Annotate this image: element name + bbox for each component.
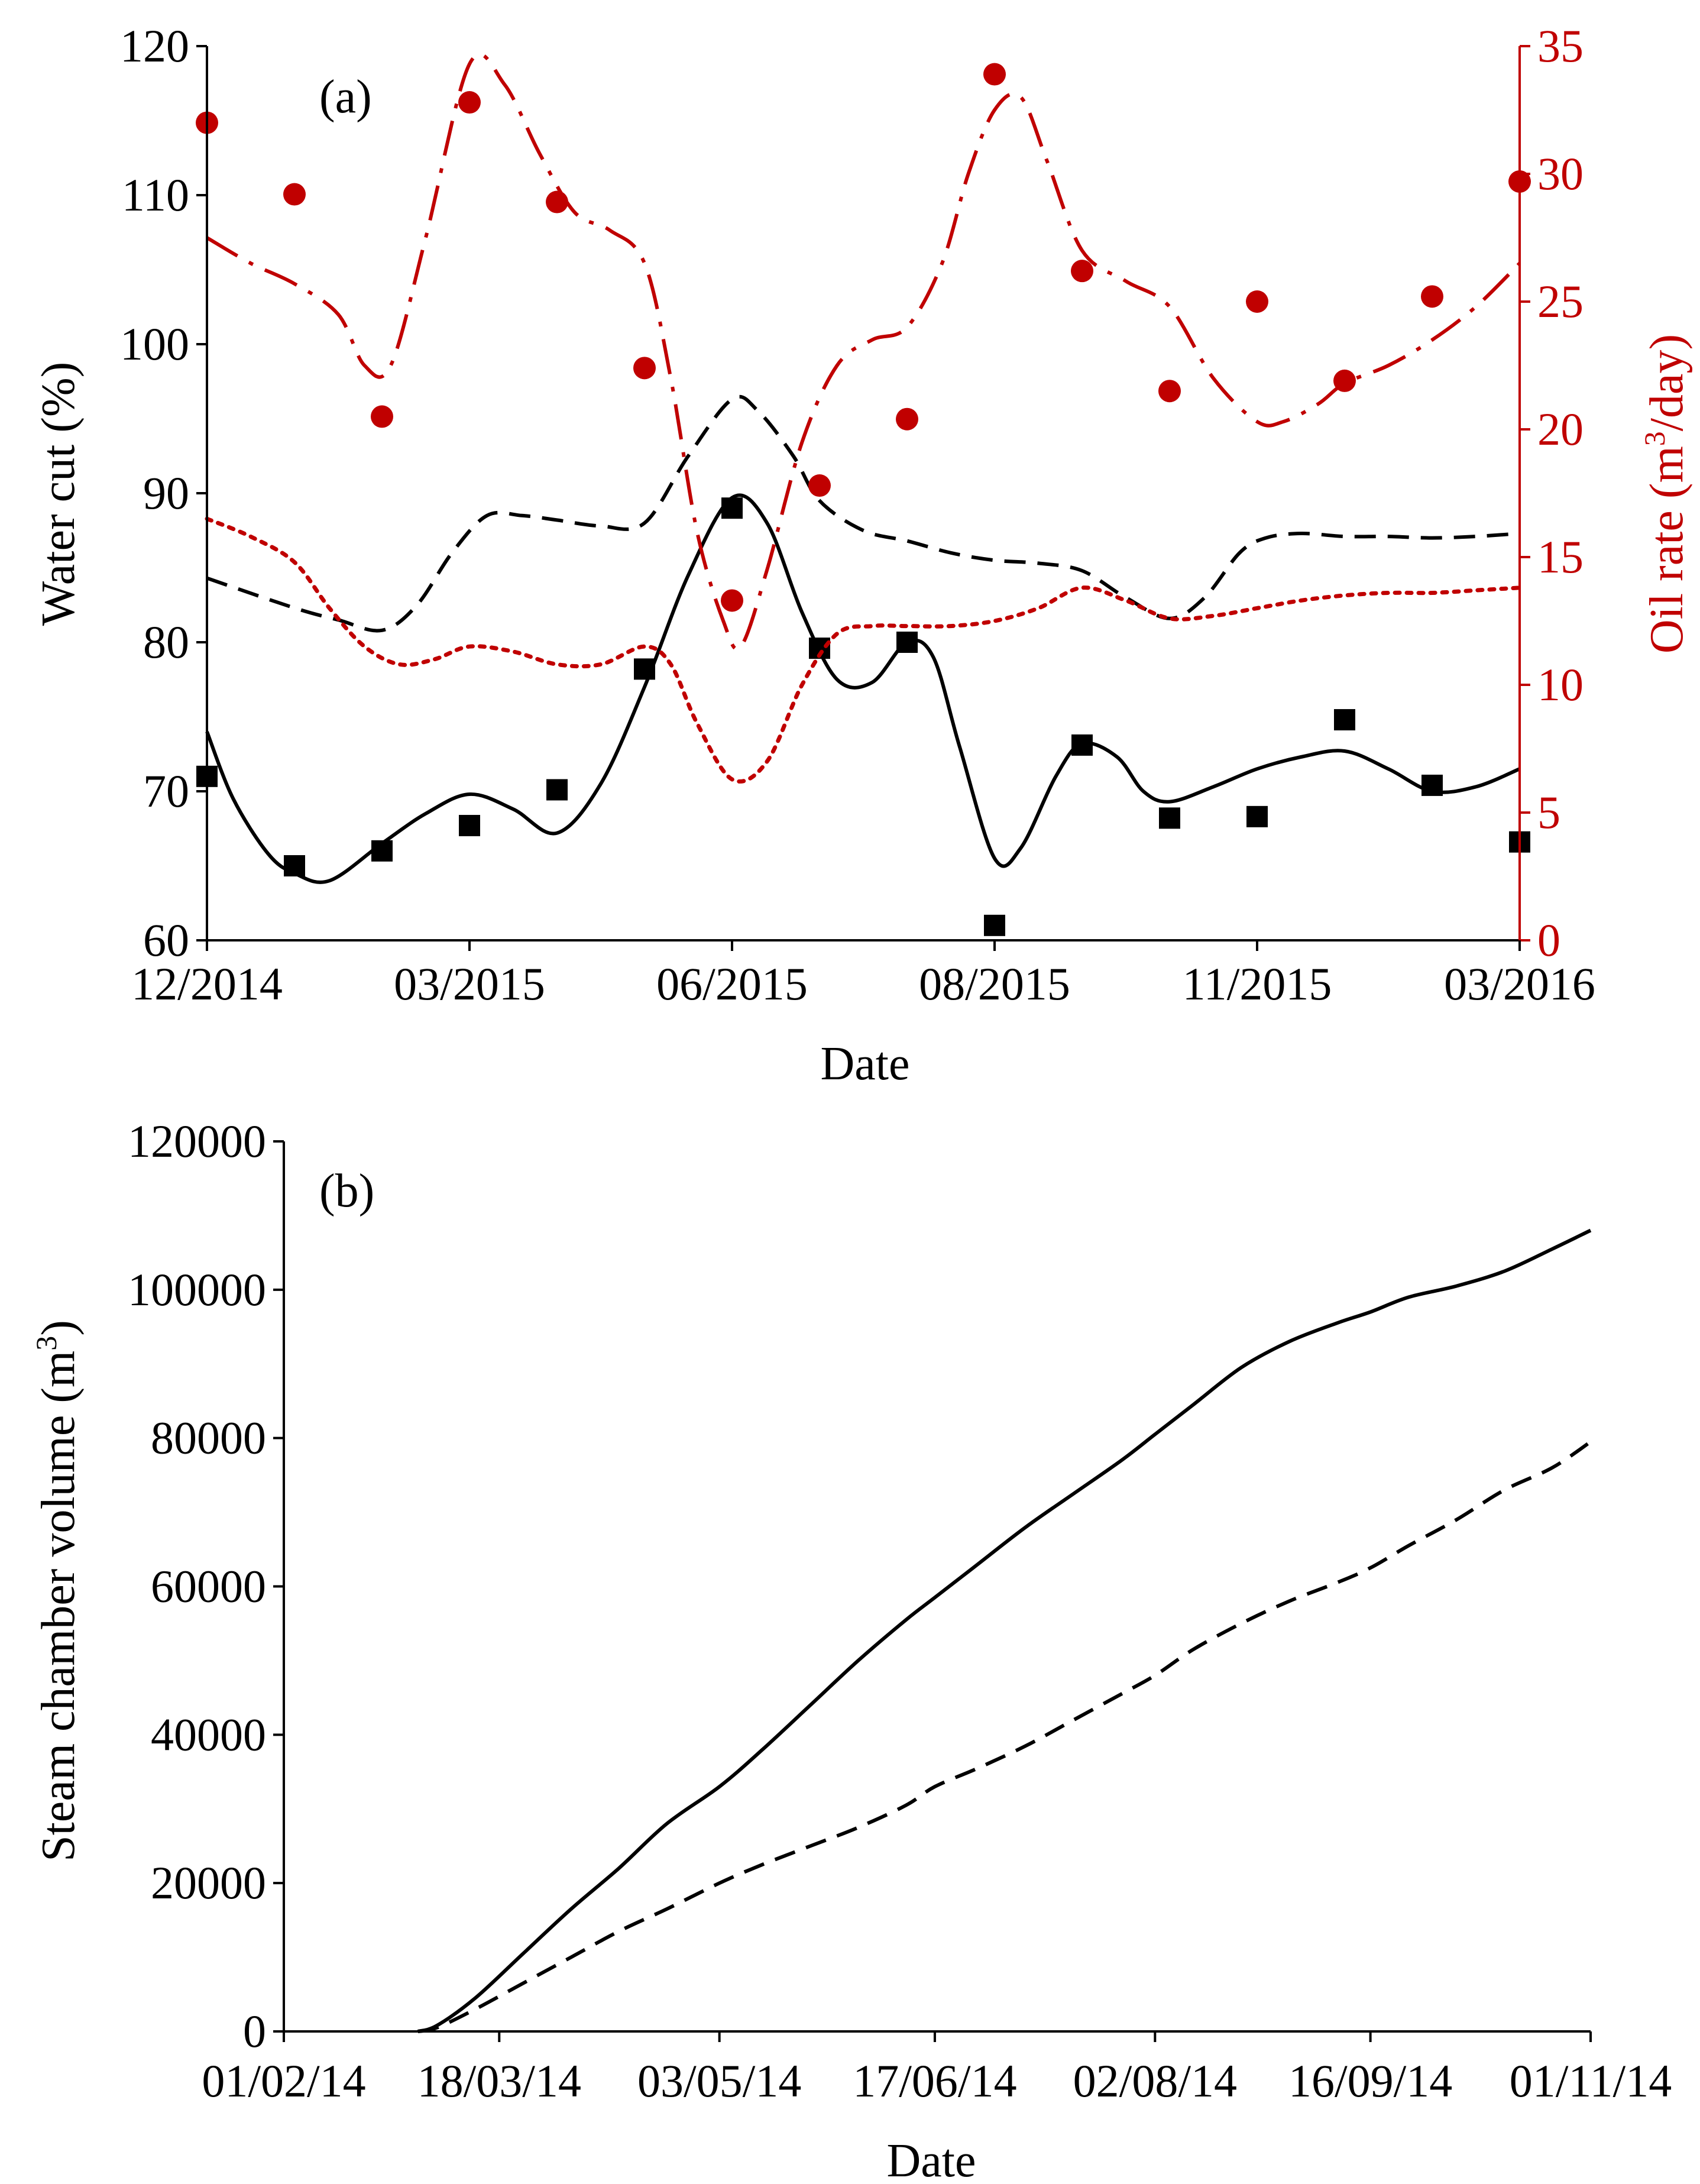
panel-b-y-axis-title-post: ) [33,1320,85,1336]
panel-a-axes: 60 70 80 90 100 110 120 0 5 10 15 20 25 30 35 12/2014 03… [120,20,1595,1010]
panel-b-y-axis-title-sup: 3 [30,1336,63,1351]
panel-a-x-tick-label: 06/2015 [656,958,808,1010]
panel-a-circle-point [983,63,1006,86]
panel-a-square-point [546,779,568,801]
panel-a-right-y-axis-title-post: /day) [1641,334,1693,431]
panel-b-x-tick-label: 02/08/14 [1073,2055,1237,2107]
panel-a-left-tick-label: 120 [120,20,189,72]
panel-a-left-tick-label: 70 [143,765,189,817]
panel-a-left-y-axis-title: Water cut (%) [33,362,85,626]
panel-b-y-tick-label: 0 [243,2005,266,2057]
panel-a-circle-point [1246,290,1268,313]
panel-a-right-tick-label: 15 [1537,531,1584,583]
panel-b-y-tick-label: 20000 [151,1857,266,1908]
panel-a-square-point [1246,805,1268,827]
panel-a-chart: 60 70 80 90 100 110 120 0 5 10 15 20 25 30 35 12/2014 03… [33,20,1693,1090]
panel-a-right-tick-label: 10 [1537,659,1584,710]
panel-b-y-axis-title-pre: Steam chamber volume (m [33,1351,85,1862]
panel-b-y-tick-label: 120000 [128,1115,266,1167]
panel-a-right-y-axis-title-sup: 3 [1638,431,1671,446]
panel-a-circle-point [371,405,393,428]
panel-a-series-oil-rate-observed [196,63,1531,612]
panel-a-square-point [1334,709,1355,731]
panel-a-circle-point [721,589,743,612]
panel-a-square-point [984,914,1005,936]
panel-a-right-y-axis-title-pre: Oil rate (m [1641,446,1693,653]
panel-b-x-tick-label: 17/06/14 [853,2055,1016,2107]
panel-b-label: (b) [319,1165,374,1217]
panel-b-x-axis-title: Date [886,2135,976,2184]
panel-a-right-tick-label: 5 [1537,787,1560,838]
panel-a-series-water-cut-observed [196,497,1530,936]
panel-b-marks [417,1228,1592,2033]
panel-a-circle-point [1421,285,1443,308]
panel-a-right-tick-label: 20 [1537,403,1584,455]
panel-a-label: (a) [319,71,372,123]
panel-b-y-tick-label: 100000 [128,1264,266,1315]
panel-a-line-water-cut-dashed- [206,394,1520,633]
panel-a-left-tick-label: 110 [122,169,189,221]
panel-a-circle-point [283,183,306,206]
panel-a-x-tick-label: 03/2016 [1444,958,1595,1010]
panel-a-right-tick-label: 30 [1537,148,1584,199]
panel-a-line-oil-rate-dotted- [205,516,1522,784]
panel-a-line-water-cut-fitted [205,493,1521,884]
panel-a-circle-point [458,91,481,114]
panel-a-square-point [1159,807,1180,829]
panel-a-marks [196,52,1531,936]
panel-b-y-axis-title: Steam chamber volume (m3) [30,1320,85,1862]
panel-b-axes: 0 20000 40000 60000 80000 100000 120000 01/02/1… [128,1115,1672,2107]
panel-a-left-tick-label: 100 [120,318,189,370]
panel-a-right-y-axis-title: Oil rate (m3/day) [1638,334,1693,653]
panel-b-line-dashed [417,1440,1592,2033]
panel-a-right-tick-label: 35 [1537,20,1584,72]
panel-a-x-axis-title: Date [820,1038,909,1090]
panel-a-square-point [721,497,743,519]
panel-b-x-tick-label: 16/09/14 [1288,2055,1452,2107]
panel-b-line-solid [417,1228,1592,2033]
panel-a-circle-point [633,357,656,380]
panel-a-circle-point [1071,260,1093,283]
panel-b-y-tick-label: 60000 [151,1561,266,1612]
panel-a-circle-point [896,407,918,431]
panel-a-line-oil-rate-fitted [206,52,1521,651]
panel-a-right-tick-label: 0 [1537,914,1560,966]
panel-b-y-tick-label: 80000 [151,1412,266,1464]
panel-a-circle-point [808,474,831,497]
panel-a-x-tick-label: 08/2015 [919,958,1070,1010]
panel-a-right-tick-label: 25 [1537,276,1584,327]
panel-b-chart: 0 20000 40000 60000 80000 100000 120000 01/02/1… [30,1115,1672,2184]
panel-a-x-tick-label: 12/2014 [131,958,283,1010]
panel-a-circle-point [1158,380,1181,403]
panel-a-square-point [459,814,480,836]
panel-b-x-tick-label: 18/03/14 [417,2055,581,2107]
panel-b-x-tick-label: 01/11/14 [1510,2055,1672,2107]
panel-a-x-tick-label: 11/2015 [1183,958,1332,1010]
panel-a-x-tick-label: 03/2015 [394,958,545,1010]
panel-b-x-tick-label: 03/05/14 [637,2055,801,2107]
panel-a-left-tick-label: 80 [143,616,189,668]
panel-b-x-tick-label: 01/02/14 [202,2055,365,2107]
panel-a-left-tick-label: 90 [143,467,189,519]
panel-a-left-tick-label: 60 [143,914,189,966]
panel-b-y-tick-label: 40000 [151,1709,266,1760]
